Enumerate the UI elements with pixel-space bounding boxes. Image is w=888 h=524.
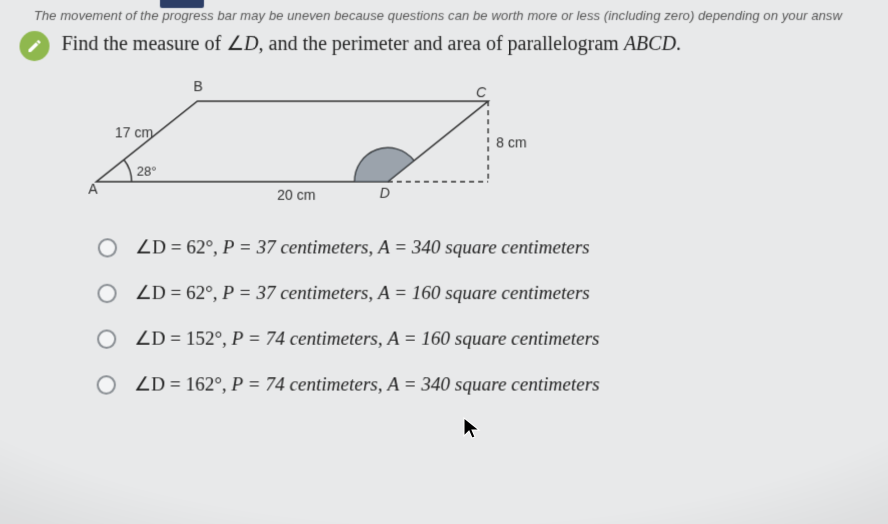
progress-hint-text: The movement of the progress bar may be … bbox=[34, 8, 868, 23]
radio-icon[interactable] bbox=[97, 375, 116, 394]
progress-bar-fragment bbox=[160, 0, 204, 8]
answer-options: ∠D = 62°, P = 37 centimeters, A = 340 sq… bbox=[97, 236, 873, 396]
option-area: A = 160 square centimeters bbox=[388, 328, 600, 349]
option-3-text: ∠D = 152°, P = 74 centimeters, A = 160 s… bbox=[134, 327, 599, 350]
option-1-text: ∠D = 62°, P = 37 centimeters, A = 340 sq… bbox=[135, 236, 590, 259]
option-1[interactable]: ∠D = 62°, P = 37 centimeters, A = 340 sq… bbox=[98, 236, 871, 259]
radio-icon[interactable] bbox=[97, 329, 116, 348]
option-3[interactable]: ∠D = 152°, P = 74 centimeters, A = 160 s… bbox=[97, 327, 872, 350]
option-perimeter: P = 74 centimeters bbox=[232, 374, 378, 395]
svg-text:B: B bbox=[193, 78, 202, 94]
option-angle: ∠D = 62° bbox=[135, 283, 213, 304]
svg-text:C: C bbox=[476, 84, 487, 100]
question-prompt: Find the measure of ∠D, and the perimete… bbox=[61, 29, 681, 59]
prompt-part-2: , and the perimeter and area of parallel… bbox=[259, 33, 624, 55]
option-2[interactable]: ∠D = 62°, P = 37 centimeters, A = 160 sq… bbox=[97, 282, 871, 305]
svg-text:20 cm: 20 cm bbox=[277, 187, 315, 203]
option-angle: ∠D = 152° bbox=[134, 328, 222, 349]
option-area: A = 340 square centimeters bbox=[378, 237, 590, 258]
parallelogram-diagram: A B C D 17 cm 20 cm 8 cm 28° bbox=[76, 63, 559, 214]
svg-text:A: A bbox=[88, 181, 98, 197]
option-angle: ∠D = 162° bbox=[134, 374, 222, 395]
radio-icon[interactable] bbox=[98, 238, 117, 257]
option-area: A = 340 square centimeters bbox=[387, 374, 599, 395]
svg-text:D: D bbox=[380, 185, 390, 201]
option-perimeter: P = 37 centimeters bbox=[223, 237, 369, 258]
option-perimeter: P = 37 centimeters bbox=[222, 283, 368, 304]
option-perimeter: P = 74 centimeters bbox=[232, 328, 378, 349]
prompt-part-1: Find the measure of ∠ bbox=[61, 33, 244, 55]
svg-text:28°: 28° bbox=[137, 164, 157, 179]
option-4-text: ∠D = 162°, P = 74 centimeters, A = 340 s… bbox=[134, 373, 600, 396]
option-angle: ∠D = 62° bbox=[135, 237, 213, 258]
svg-text:17 cm: 17 cm bbox=[115, 124, 153, 140]
pencil-icon bbox=[19, 31, 49, 61]
svg-text:8 cm: 8 cm bbox=[496, 134, 526, 150]
option-area: A = 160 square centimeters bbox=[378, 283, 590, 304]
option-2-text: ∠D = 62°, P = 37 centimeters, A = 160 sq… bbox=[135, 282, 590, 305]
prompt-angle-var: D bbox=[244, 33, 259, 55]
radio-icon[interactable] bbox=[97, 284, 116, 303]
prompt-part-3: . bbox=[676, 33, 681, 55]
option-4[interactable]: ∠D = 162°, P = 74 centimeters, A = 340 s… bbox=[97, 373, 873, 396]
prompt-shape-name: ABCD bbox=[624, 33, 676, 55]
